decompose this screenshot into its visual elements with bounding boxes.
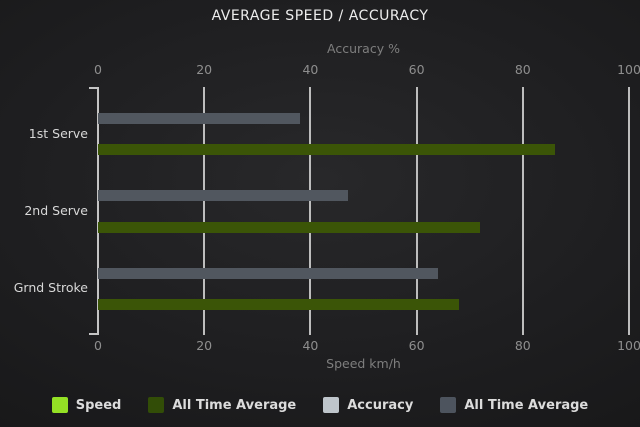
axis-corner-stub [89, 87, 98, 89]
bottom-axis-tick-label: 40 [302, 338, 319, 353]
legend-item: All Time Average [148, 397, 296, 413]
legend-swatch-icon [323, 397, 340, 413]
bottom-axis-tick-label: 100 [617, 338, 640, 353]
legend-label: All Time Average [172, 397, 297, 413]
gridline [415, 87, 418, 335]
bottom-axis-tick-label: 0 [94, 338, 102, 353]
legend-label: All Time Average [464, 397, 589, 413]
bottom-axis-tick-label: 20 [196, 338, 213, 353]
plot-area [89, 87, 630, 335]
top-axis-title: Accuracy % [327, 41, 400, 56]
category-label: 1st Serve [28, 126, 88, 141]
legend-swatch-icon [148, 397, 165, 413]
legend-item: Accuracy [323, 397, 413, 413]
gridline [203, 87, 206, 335]
top-axis-tick-label: 0 [94, 62, 102, 77]
bar-bottom-avg [98, 299, 460, 310]
legend-swatch-icon [51, 397, 68, 413]
value-axis-line [97, 87, 99, 335]
bottom-axis-title: Speed km/h [326, 356, 401, 371]
bar-bottom-avg [98, 144, 555, 155]
legend-label: Speed [75, 397, 122, 413]
top-axis-tick-label: 40 [302, 62, 319, 77]
top-axis-tick-label: 20 [196, 62, 213, 77]
top-axis-tick-label: 80 [514, 62, 531, 77]
legend-item: All Time Average [440, 397, 588, 413]
bottom-axis-tick-label: 60 [408, 338, 425, 353]
bottom-axis-tick-label: 80 [514, 338, 531, 353]
chart-title: AVERAGE SPEED / ACCURACY [211, 8, 429, 24]
bar-top-avg [98, 190, 348, 201]
bottom-axis-ticks: 0 20 40 60 80 100 [94, 338, 640, 353]
top-axis-tick-label: 100 [617, 62, 640, 77]
gridline [628, 87, 630, 335]
legend: Speed All Time Average Accuracy All Time Av… [0, 397, 640, 413]
category-axis: 1st Serve 2nd Serve Grnd Stroke [0, 95, 88, 327]
bar-top-avg [98, 268, 438, 279]
legend-item: Speed [51, 397, 122, 413]
top-axis-ticks: 0 20 40 60 80 100 [94, 62, 640, 77]
legend-swatch-icon [440, 397, 457, 413]
gridline [521, 87, 524, 335]
axis-corner-stub [89, 333, 98, 335]
category-label: 2nd Serve [24, 203, 88, 218]
bar-bottom-avg [98, 222, 481, 233]
legend-label: Accuracy [347, 397, 414, 413]
gridline [309, 87, 312, 335]
top-axis-tick-label: 60 [408, 62, 425, 77]
bar-top-avg [98, 113, 300, 124]
category-label: Grnd Stroke [13, 280, 88, 295]
